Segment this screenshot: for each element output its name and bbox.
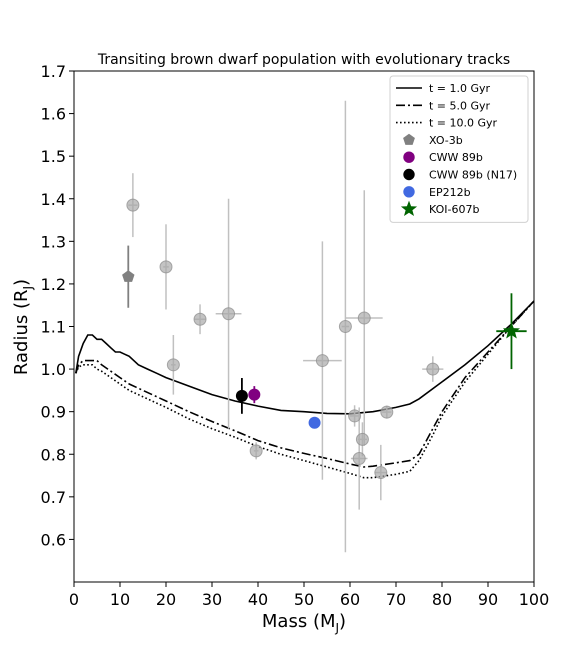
bd-point-7 — [315, 354, 329, 368]
x-axis-title-close: ) — [339, 611, 346, 632]
bd-point-14 — [380, 405, 394, 419]
legend-entry-t-1-0-gyr-label: t = 1.0 Gyr — [429, 82, 491, 95]
x-tick-label: 90 — [478, 590, 498, 609]
x-tick-label: 20 — [156, 590, 176, 609]
y-tick-label: 1.4 — [41, 190, 66, 209]
y-tick-label: 0.9 — [41, 403, 66, 422]
y-tick-label: 0.7 — [41, 488, 66, 507]
bd-point-12 — [357, 311, 371, 325]
y-tick-label: 0.8 — [41, 445, 66, 464]
legend: t = 1.0 Gyr t = 5.0 Gyr t = 10.0 Gyr XO-3b C… — [389, 75, 529, 223]
x-tick-label: 50 — [294, 590, 314, 609]
point-xo-3b — [122, 270, 135, 282]
bd-point-8 — [338, 320, 352, 333]
bd-point-6 — [249, 444, 263, 458]
x-tick-label: 0 — [69, 590, 79, 609]
bd-point-11 — [355, 432, 369, 446]
track-line-2 — [75, 300, 535, 468]
chart-title: Transiting brown dwarf population with e… — [97, 52, 510, 68]
track-line-1 — [75, 300, 535, 415]
x-axis-title: Mass (MJ) — [262, 611, 346, 635]
point-koi-607b — [502, 322, 520, 339]
point-cww-89b-n17 — [235, 389, 248, 402]
legend-entry-cww-89b-label: CWW 89b — [429, 151, 483, 164]
y-tick-label: 0.6 — [41, 530, 66, 549]
bd-point-2 — [159, 260, 173, 274]
x-tick-label: 60 — [340, 590, 360, 609]
point-cww-89b — [248, 388, 261, 401]
tick-marks: 0 10 20 30 40 50 60 70 80 90 100 0.6 0.7 0.8 0.9 1.0 1.1… — [41, 62, 550, 609]
x-axis-title-sub: J — [335, 621, 340, 635]
legend-entry-xo-3b-swatch — [403, 133, 415, 145]
bd-point-1 — [126, 198, 140, 212]
y-tick-label: 1.6 — [41, 105, 66, 124]
y-tick-label: 1.7 — [41, 62, 66, 81]
y-tick-label: 1.5 — [41, 147, 66, 166]
y-axis-title-sub: J — [21, 286, 35, 291]
y-axis-title: Radius (RJ) — [11, 279, 35, 375]
bd-point-3 — [166, 358, 180, 372]
x-tick-label: 40 — [248, 590, 268, 609]
x-tick-label: 100 — [519, 590, 550, 609]
x-tick-label: 70 — [386, 590, 406, 609]
x-tick-label: 10 — [110, 590, 130, 609]
legend-entry-koi-607b-swatch — [400, 200, 418, 216]
legend-entry-cww-89b-n17-swatch — [403, 168, 415, 181]
legend-entry-xo-3b-label: XO-3b — [429, 134, 463, 147]
bd-point-10 — [352, 452, 366, 466]
y-tick-label: 1.1 — [41, 318, 66, 337]
x-tick-label: 30 — [202, 590, 222, 609]
legend-entry-ep212b-label: EP212b — [429, 186, 471, 199]
track-line-3 — [75, 300, 535, 479]
legend-entry-ep212b-swatch — [403, 186, 415, 198]
y-tick-label: 1.2 — [41, 275, 66, 294]
bd-point-9 — [348, 409, 362, 423]
y-tick-label: 1.0 — [41, 360, 66, 379]
legend-box — [389, 75, 529, 223]
x-tick-label: 80 — [432, 590, 452, 609]
data-points — [122, 198, 520, 480]
legend-entry-t-10-0-gyr-label: t = 10.0 Gyr — [429, 117, 498, 130]
bd-point-13 — [374, 466, 388, 480]
y-tick-label: 1.3 — [41, 232, 66, 251]
y-axis-title-close: ) — [11, 279, 32, 286]
legend-entry-cww-89b-swatch — [403, 151, 415, 163]
bd-point-5 — [222, 307, 236, 321]
bd-point-4 — [193, 312, 207, 326]
legend-entry-cww-89b-n17-label: CWW 89b (N17) — [429, 169, 517, 182]
point-ep212b — [308, 416, 321, 429]
evolutionary-tracks — [75, 300, 535, 479]
legend-entry-koi-607b-label: KOI-607b — [429, 203, 479, 216]
x-axis-title-main: Mass (M — [262, 611, 336, 632]
legend-entry-t-5-0-gyr-label: t = 5.0 Gyr — [429, 99, 491, 112]
bd-point-15 — [426, 362, 440, 376]
y-axis-title-main: Radius (R — [11, 289, 32, 375]
